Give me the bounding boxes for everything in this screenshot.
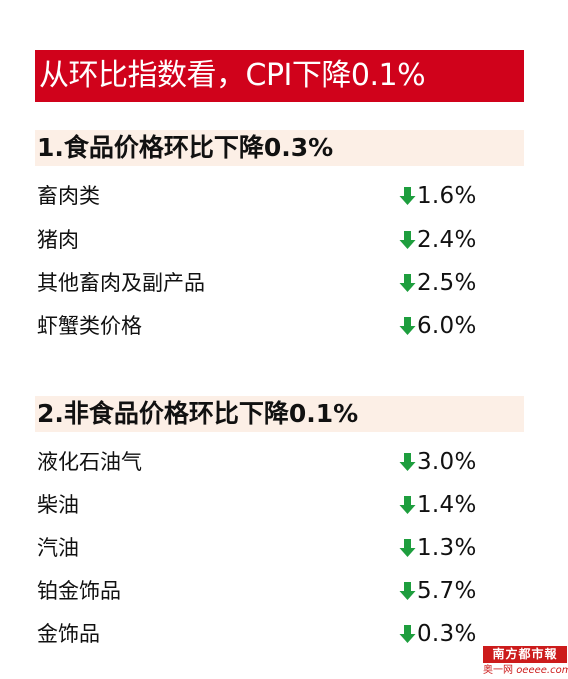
item-name: 金饰品 (37, 622, 100, 646)
down-arrow-icon (399, 230, 416, 250)
title-banner: 从环比指数看，CPI下降0.1% (35, 50, 524, 102)
list-item: 猪肉 2.4% (37, 225, 517, 255)
section-heading: 1.食品价格环比下降0.3% (37, 133, 334, 162)
list-item: 汽油 1.3% (37, 533, 517, 563)
item-percent: 1.4% (417, 492, 477, 518)
page-title: 从环比指数看，CPI下降0.1% (39, 58, 426, 93)
item-percent: 2.4% (417, 227, 477, 253)
item-name: 液化石油气 (37, 450, 142, 474)
item-value: 0.3% (399, 619, 477, 649)
section-header-nonfood: 2.非食品价格环比下降0.1% (35, 396, 524, 432)
list-item: 虾蟹类价格 6.0% (37, 311, 517, 341)
down-arrow-icon (399, 316, 416, 336)
item-percent: 0.3% (417, 621, 477, 647)
item-value: 2.5% (399, 268, 477, 298)
item-value: 6.0% (399, 311, 477, 341)
item-name: 虾蟹类价格 (37, 314, 142, 338)
item-percent: 1.3% (417, 535, 477, 561)
watermark-url: oeeee.com (516, 665, 568, 676)
down-arrow-icon (399, 452, 416, 472)
watermark-logo: 南方都市報 (483, 646, 567, 663)
item-value: 3.0% (399, 447, 477, 477)
watermark: 南方都市報 奥一网 oeeee.com (483, 646, 568, 678)
item-name: 畜肉类 (37, 184, 100, 208)
item-name: 铂金饰品 (37, 579, 121, 603)
item-name: 汽油 (37, 536, 79, 560)
item-value: 2.4% (399, 225, 477, 255)
down-arrow-icon (399, 495, 416, 515)
down-arrow-icon (399, 624, 416, 644)
down-arrow-icon (399, 581, 416, 601)
item-value: 1.4% (399, 490, 477, 520)
item-name: 猪肉 (37, 228, 79, 252)
list-item: 液化石油气 3.0% (37, 447, 517, 477)
item-percent: 6.0% (417, 313, 477, 339)
section-header-food: 1.食品价格环比下降0.3% (35, 130, 524, 166)
item-name: 柴油 (37, 493, 79, 517)
item-percent: 2.5% (417, 270, 477, 296)
list-item: 其他畜肉及副产品 2.5% (37, 268, 517, 298)
item-percent: 1.6% (417, 183, 477, 209)
item-percent: 5.7% (417, 578, 477, 604)
list-item: 铂金饰品 5.7% (37, 576, 517, 606)
watermark-prefix: 奥一网 (483, 665, 513, 676)
item-value: 1.3% (399, 533, 477, 563)
down-arrow-icon (399, 186, 416, 206)
item-value: 1.6% (399, 181, 477, 211)
watermark-source: 奥一网 oeeee.com (483, 664, 568, 678)
item-name: 其他畜肉及副产品 (37, 271, 205, 295)
item-value: 5.7% (399, 576, 477, 606)
item-percent: 3.0% (417, 449, 477, 475)
section-heading: 2.非食品价格环比下降0.1% (37, 399, 359, 428)
list-item: 畜肉类 1.6% (37, 181, 517, 211)
list-item: 金饰品 0.3% (37, 619, 517, 649)
list-item: 柴油 1.4% (37, 490, 517, 520)
down-arrow-icon (399, 273, 416, 293)
down-arrow-icon (399, 538, 416, 558)
